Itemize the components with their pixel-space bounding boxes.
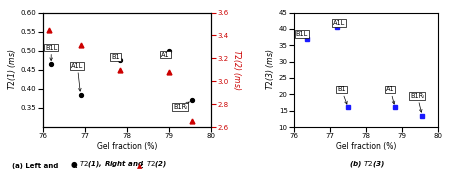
Y-axis label: $T2$(1) (ms): $T2$(1) (ms) xyxy=(6,49,18,90)
Y-axis label: $T2$(3) (ms): $T2$(3) (ms) xyxy=(264,49,276,90)
Text: B1L: B1L xyxy=(45,45,57,61)
Text: (a) Left and: (a) Left and xyxy=(12,163,61,169)
Text: B1L: B1L xyxy=(296,31,308,38)
Text: :: : xyxy=(75,163,80,169)
Text: $T2$(1), Right and: $T2$(1), Right and xyxy=(79,158,144,169)
Text: :: : xyxy=(141,163,146,169)
Text: A1: A1 xyxy=(386,86,395,104)
Text: $T2$(2): $T2$(2) xyxy=(146,159,167,169)
Text: A1L: A1L xyxy=(333,20,345,27)
Text: B1Rₗ: B1Rₗ xyxy=(410,93,425,112)
Text: A1L: A1L xyxy=(71,63,83,91)
Text: B1Rₗ: B1Rₗ xyxy=(173,102,190,110)
Text: (b) $T2$(3): (b) $T2$(3) xyxy=(349,159,385,169)
X-axis label: Gel fraction (%): Gel fraction (%) xyxy=(97,142,157,151)
Text: ▲: ▲ xyxy=(137,163,142,169)
Text: ●: ● xyxy=(70,160,77,169)
Text: B1: B1 xyxy=(111,54,120,60)
X-axis label: Gel fraction (%): Gel fraction (%) xyxy=(336,142,396,151)
Text: A1: A1 xyxy=(161,51,170,57)
Text: B1: B1 xyxy=(337,86,347,104)
Y-axis label: $T2$(2) (ms): $T2$(2) (ms) xyxy=(231,49,243,90)
